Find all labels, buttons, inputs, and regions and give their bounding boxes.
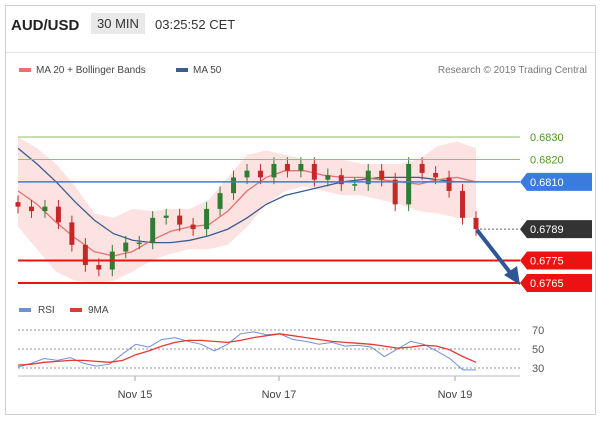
- level-label: 0.6775: [530, 256, 564, 268]
- candle-body: [325, 175, 331, 180]
- timestamp: 03:25:52 CET: [155, 17, 236, 32]
- rsi-tick-label: 30: [532, 363, 544, 375]
- ma50-legend-label: MA 50: [193, 65, 222, 76]
- candle-body: [150, 217, 156, 243]
- candle-body: [69, 222, 75, 245]
- candle-body: [433, 172, 439, 178]
- candle-body: [419, 163, 425, 173]
- forecast-arrow-head: [504, 266, 520, 285]
- rsi-legend-swatch: [19, 308, 31, 312]
- candle-body: [284, 163, 290, 171]
- level-label: 0.6810: [530, 177, 564, 189]
- level-label: 0.6820: [530, 154, 564, 166]
- candle-body: [163, 215, 169, 218]
- currency-pair: AUD/USD: [11, 17, 80, 34]
- candle-body: [55, 206, 61, 223]
- forecast-arrow-shaft: [475, 228, 514, 277]
- ma20-legend-label: MA 20 + Bollinger Bands: [36, 65, 146, 76]
- level-tag-support: [520, 274, 592, 292]
- candle-body: [406, 163, 412, 205]
- rsi-tick-label: 70: [532, 325, 544, 337]
- candle-body: [82, 244, 88, 266]
- x-tick-label: Nov 17: [262, 389, 297, 401]
- last-price-tag: [520, 220, 592, 239]
- chart-header: [6, 6, 595, 53]
- candle-body: [271, 163, 277, 178]
- timeframe-button[interactable]: 30 MIN: [91, 13, 145, 34]
- candle-body: [217, 193, 223, 209]
- rsi-ma-legend-label: 9MA: [88, 305, 109, 316]
- candle-body: [190, 224, 196, 230]
- candle-body: [352, 184, 358, 186]
- ma20-legend-swatch: [19, 68, 31, 72]
- candle-body: [338, 175, 344, 185]
- candle-body: [298, 163, 304, 171]
- candle-body: [123, 242, 129, 252]
- rsi-ma-line: [17, 333, 477, 366]
- candle-body: [28, 206, 34, 212]
- candle-body: [231, 177, 237, 194]
- candle-body: [244, 170, 250, 178]
- rsi-legend-label: RSI: [38, 305, 55, 316]
- level-label: 0.6765: [530, 278, 564, 290]
- bollinger-band-area: [18, 137, 476, 283]
- rsi-line: [17, 331, 476, 371]
- candle-body: [392, 179, 398, 205]
- candle-body: [446, 177, 452, 191]
- ma50-legend-swatch: [176, 68, 188, 72]
- candle-body: [460, 190, 466, 218]
- candle-body: [177, 215, 183, 225]
- rsi-tick-label: 50: [532, 344, 544, 356]
- x-tick-label: Nov 19: [438, 389, 473, 401]
- x-tick-label: Nov 15: [118, 389, 153, 401]
- candle-body: [42, 206, 48, 212]
- candle-body: [257, 170, 263, 178]
- candle-body: [136, 242, 142, 245]
- level-tag-support: [520, 251, 592, 270]
- candle-body: [365, 170, 371, 185]
- credit-text: Research © 2019 Trading Central: [438, 65, 587, 76]
- rsi-ma-legend-swatch: [70, 308, 82, 312]
- level-tag-pivot: [520, 172, 592, 191]
- candle-body: [379, 170, 385, 180]
- candle-body: [15, 202, 21, 207]
- last-price-label: 0.6789: [530, 224, 564, 236]
- candle-body: [311, 163, 317, 180]
- chart-frame: [5, 5, 596, 415]
- candle-body: [96, 265, 102, 270]
- ma50-line: [17, 147, 476, 244]
- candle-body: [204, 208, 210, 230]
- level-label: 0.6830: [530, 132, 564, 144]
- candle-body: [473, 217, 479, 230]
